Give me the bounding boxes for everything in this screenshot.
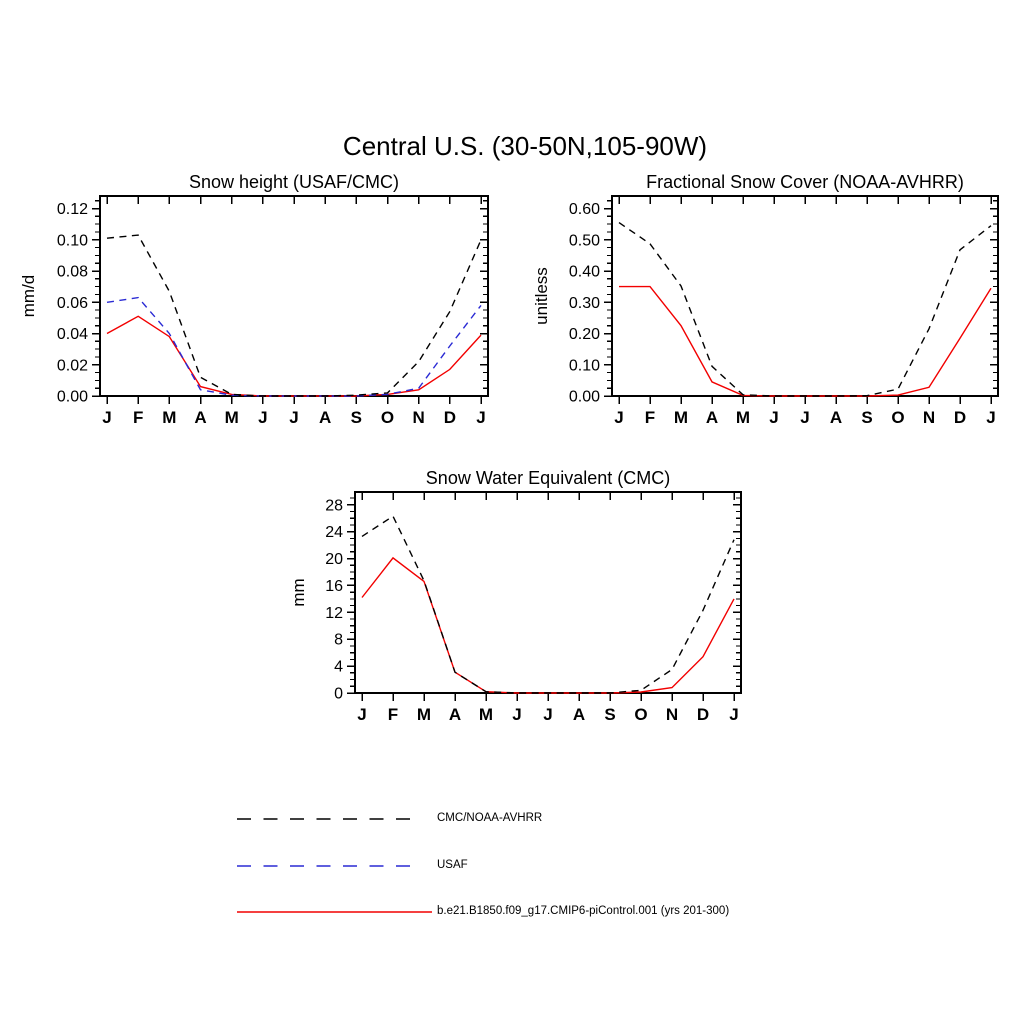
plot-frame-snow-height <box>99 195 489 397</box>
x-tick-label: O <box>634 705 647 724</box>
x-tick-label: A <box>573 705 585 724</box>
y-tick-label: 4 <box>334 659 343 676</box>
y-tick-label: 28 <box>325 497 343 514</box>
y-tick-label: 0.60 <box>569 201 600 218</box>
y-tick-label: 24 <box>325 524 343 541</box>
x-tick-label: J <box>357 705 366 724</box>
y-tick-label: 0.50 <box>569 232 600 249</box>
x-tick-label: J <box>543 705 552 724</box>
x-tick-label: J <box>769 408 778 427</box>
x-tick-label: M <box>736 408 750 427</box>
panel-snow-height: 0.000.020.040.060.080.100.12J F M A M J J A S O N D… <box>19 172 489 427</box>
x-tick-label: N <box>413 408 425 427</box>
series-line-cmc_noaa_avhrr-fractional-snow-cover <box>618 222 992 397</box>
x-tick-label: A <box>194 408 206 427</box>
legend-line-model <box>237 911 432 913</box>
x-tick-label: S <box>351 408 362 427</box>
x-tick-label: F <box>133 408 143 427</box>
x-tick-label: M <box>225 408 239 427</box>
x-tick-label: J <box>729 705 738 724</box>
x-tick-label: D <box>697 705 709 724</box>
series-line-model-snow-height <box>106 315 482 397</box>
x-tick-label: N <box>923 408 935 427</box>
series-line-cmc_noaa_avhrr-snow-height <box>106 234 482 397</box>
y-tick-label: 0.00 <box>569 389 600 406</box>
x-tick-label: M <box>479 705 493 724</box>
x-tick-label: O <box>891 408 904 427</box>
y-tick-label: 0.10 <box>569 357 600 374</box>
x-tick-label: J <box>258 408 267 427</box>
legend-line-usaf <box>237 865 419 867</box>
x-tick-label: J <box>102 408 111 427</box>
x-tick-label: D <box>444 408 456 427</box>
series-line-cmc_noaa_avhrr-snow-water-equivalent <box>361 515 735 694</box>
panel-title-snow-height: Snow height (USAF/CMC) <box>189 172 399 192</box>
y-tick-label: 0.00 <box>57 389 88 406</box>
y-tick-label: 0.20 <box>569 326 600 343</box>
x-tick-label: J <box>476 408 485 427</box>
x-tick-label: A <box>830 408 842 427</box>
legend-line-cmc_noaa_avhrr <box>237 818 419 820</box>
x-tick-label: M <box>162 408 176 427</box>
x-tick-label: J <box>289 408 298 427</box>
legend-label-usaf: USAF <box>437 859 468 871</box>
panel-title-snow-water-equivalent: Snow Water Equivalent (CMC) <box>426 468 670 488</box>
series-line-usaf-snow-height <box>106 296 482 397</box>
y-axis-label-fractional-snow-cover: unitless <box>532 267 551 325</box>
y-tick-label: 0.06 <box>57 295 88 312</box>
x-tick-label: S <box>604 705 615 724</box>
y-tick-label: 0.10 <box>57 232 88 249</box>
x-tick-label: J <box>614 408 623 427</box>
x-tick-label: A <box>449 705 461 724</box>
y-tick-label: 0.08 <box>57 264 88 281</box>
y-tick-label: 12 <box>325 605 343 622</box>
y-tick-label: 0 <box>334 686 343 703</box>
x-tick-label: A <box>319 408 331 427</box>
y-axis-label-snow-height: mm/d <box>19 275 38 318</box>
y-tick-label: 20 <box>325 551 343 568</box>
x-tick-label: O <box>381 408 394 427</box>
x-tick-label: S <box>861 408 872 427</box>
x-tick-label: M <box>674 408 688 427</box>
x-tick-label: J <box>512 705 521 724</box>
plot-frame-snow-water-equivalent <box>354 491 742 694</box>
x-tick-label: J <box>986 408 995 427</box>
y-tick-label: 0.12 <box>57 201 88 218</box>
y-tick-label: 0.04 <box>57 326 88 343</box>
y-tick-label: 16 <box>325 578 343 595</box>
plot-frame-fractional-snow-cover <box>611 195 999 397</box>
x-tick-label: J <box>800 408 809 427</box>
y-axis-label-snow-water-equivalent: mm <box>289 578 308 606</box>
series-line-model-fractional-snow-cover <box>619 285 992 397</box>
x-tick-label: D <box>954 408 966 427</box>
panel-title-fractional-snow-cover: Fractional Snow Cover (NOAA-AVHRR) <box>646 172 964 192</box>
series-line-model-snow-water-equivalent <box>361 556 735 694</box>
legend-label-model: b.e21.B1850.f09_g17.CMIP6-piControl.001 … <box>437 905 730 917</box>
y-tick-label: 0.40 <box>569 264 600 281</box>
x-tick-label: M <box>417 705 431 724</box>
x-tick-label: A <box>706 408 718 427</box>
y-tick-label: 0.30 <box>569 295 600 312</box>
figure-title: Central U.S. (30-50N,105-90W) <box>342 131 708 161</box>
x-tick-label: F <box>645 408 655 427</box>
x-tick-label: F <box>388 705 398 724</box>
y-tick-label: 0.02 <box>57 357 88 374</box>
legend-label-cmc_noaa_avhrr: CMC/NOAA-AVHRR <box>437 812 543 824</box>
y-tick-label: 8 <box>334 632 343 649</box>
x-tick-label: N <box>666 705 678 724</box>
panel-fractional-snow-cover: 0.000.100.200.300.400.500.60J F M A M J J A S O N D… <box>532 172 999 427</box>
